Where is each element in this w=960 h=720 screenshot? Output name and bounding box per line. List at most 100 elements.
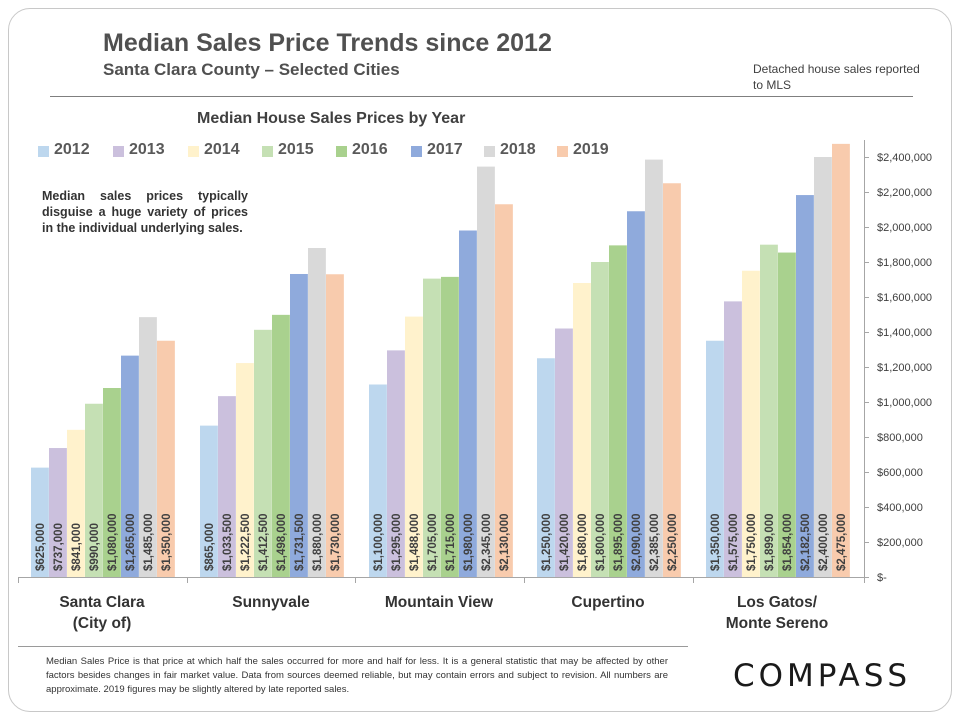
bar [645,159,663,577]
bar [67,429,85,577]
bar-value-label: $1,715,000 [445,513,457,571]
bar [796,195,814,577]
bar [423,278,441,577]
category-label: Mountain View [384,594,494,611]
bar-value-label: $2,090,000 [631,513,643,571]
bar-value-label: $2,130,000 [499,513,511,571]
legend-swatch [484,146,495,157]
bar [85,403,103,577]
bar [290,273,308,577]
bar-value-label: $2,475,000 [836,513,848,571]
y-tick-label: $1,600,000 [877,292,932,304]
y-tick-label: $2,000,000 [877,222,932,234]
bar-value-label: $1,488,000 [409,513,421,571]
page-title: Median Sales Price Trends since 2012 [103,29,552,57]
bar [157,340,175,577]
footer-divider [18,646,688,647]
category-labels: Santa Clara (City of) Sunnyvale Mountain Vi… [0,592,870,642]
legend-label: 2016 [352,141,388,158]
y-tick-label: $2,200,000 [877,187,932,199]
bar [236,363,254,577]
bar-value-label: $1,498,000 [276,513,288,571]
bar [121,355,139,577]
bar [405,316,423,577]
bar-value-label: $1,980,000 [463,513,475,571]
bar-value-label: $1,412,500 [258,513,270,571]
chart-annotation: Median sales prices typically disguise a… [42,189,248,235]
bar [31,467,49,577]
bar-value-label: $1,250,000 [541,513,553,571]
category-label: Santa Clara (City of) [59,594,145,632]
bar-value-label: $1,033,500 [222,513,234,571]
y-tick-label: $800,000 [877,432,923,444]
y-tick-label: $1,000,000 [877,397,932,409]
chart-title: Median House Sales Prices by Year [197,110,466,127]
bar-value-label: $625,000 [35,523,47,571]
bar [573,283,591,577]
bar [369,384,387,577]
bar [537,358,555,577]
legend-swatch [262,146,273,157]
legend-label: 2019 [573,141,609,158]
bar-value-label: $1,080,000 [107,513,119,571]
bar [706,340,724,577]
bar [760,244,778,578]
source-note: Detached house sales reported to MLS [753,62,920,92]
bar-value-label: $1,730,000 [330,513,342,571]
bar-value-label: $1,680,000 [577,513,589,571]
bar-value-label: $1,222,500 [240,513,252,571]
bar-value-label: $1,800,000 [595,513,607,571]
bar [49,448,67,577]
y-tick-label: $2,400,000 [877,152,932,164]
bar-value-label: $1,750,000 [746,513,758,571]
bar [555,328,573,577]
category-label: Sunnyvale [232,594,310,611]
bar-value-label: $2,182,500 [800,513,812,571]
bar-value-label: $1,485,000 [143,513,155,571]
legend-swatch [113,146,124,157]
legend-swatch [38,146,49,157]
legend-label: 2013 [129,141,165,158]
bar [103,388,121,577]
legend-label: 2014 [204,141,240,158]
bar [441,276,459,577]
bar [778,252,796,578]
bar-value-label: $2,250,000 [667,513,679,571]
y-tick-label: $- [877,572,887,584]
bar [591,262,609,577]
bar [609,245,627,577]
bar-value-label: $1,295,000 [391,513,403,571]
bar [832,143,850,577]
bar [663,183,681,577]
bar [139,317,157,577]
bar-value-label: $1,731,500 [294,513,306,571]
y-tick-label: $200,000 [877,537,923,549]
bar-value-label: $1,575,000 [728,513,740,571]
bar [724,301,742,577]
bar [495,204,513,577]
chart-legend: 2012 2013 2014 2015 2016 2017 2018 2019 [38,141,638,163]
legend-label: 2015 [278,141,314,158]
y-tick-label: $1,800,000 [877,257,932,269]
y-tick-label: $1,200,000 [877,362,932,374]
bar [200,425,218,577]
legend-label: 2012 [54,141,90,158]
bar-value-label: $1,895,000 [613,513,625,571]
legend-label: 2017 [427,141,463,158]
legend-label: 2018 [500,141,536,158]
bar-value-label: $1,350,000 [161,513,173,571]
bar [254,329,272,577]
bar-value-label: $1,265,000 [125,513,137,571]
bar [477,166,495,577]
bar-value-label: $2,400,000 [818,513,830,571]
bar [272,314,290,577]
y-tick-label: $1,400,000 [877,327,932,339]
bar-value-label: $1,899,000 [764,513,776,571]
bar-value-label: $1,350,000 [710,513,722,571]
category-label: Los Gatos/Monte Sereno [725,594,829,632]
bar-value-label: $1,880,000 [312,513,324,571]
bar-value-label: $1,705,000 [427,513,439,571]
bar [742,270,760,577]
bar [326,274,344,577]
